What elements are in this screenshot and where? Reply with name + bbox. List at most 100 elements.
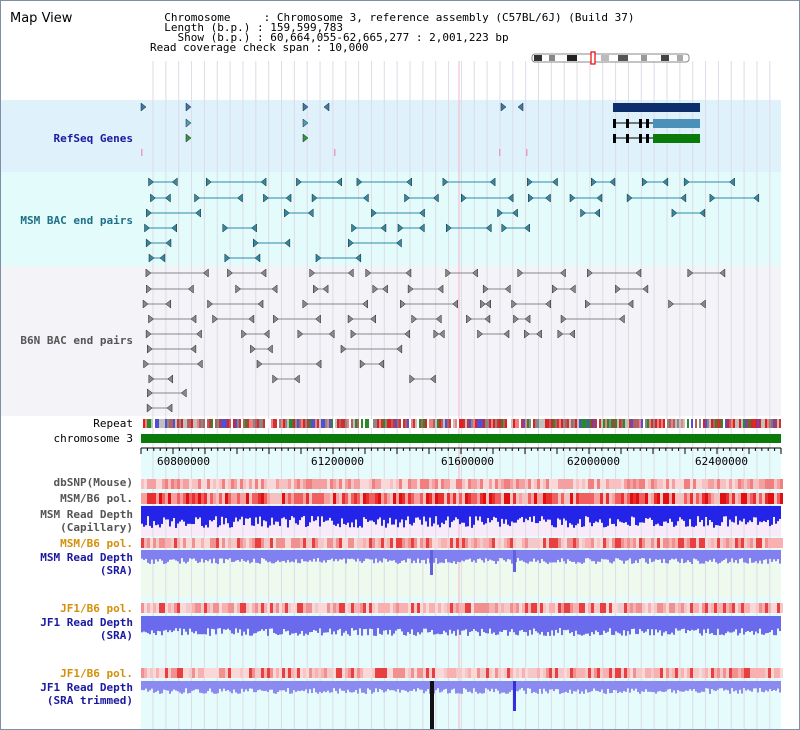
track-label-msm-depth-sra[interactable]: MSM Read Depth (40, 551, 133, 564)
msm-sra-depth-bar (433, 550, 435, 563)
msm-capillary-depth-bar (173, 506, 175, 519)
jf1-sra-depth-bar (309, 616, 311, 633)
track-label-jf1-depth-trimmed[interactable]: JF1 Read Depth (40, 681, 133, 694)
repeat-segment (441, 419, 443, 428)
msm-sra-depth-bar (569, 550, 571, 561)
jf1-sra-depth-bar (441, 616, 443, 635)
msm-sra-depth-bar (241, 550, 243, 559)
msm-bac-pair-end (145, 238, 152, 248)
msm-capillary-depth-bar (505, 506, 507, 520)
dbsnp-cell (396, 479, 399, 489)
gene-block (613, 103, 700, 112)
msm-pol-cell (471, 493, 474, 504)
msm-pol-cell (600, 493, 603, 504)
dbsnp-cell (726, 479, 729, 489)
jf1-sra-depth-bar (629, 616, 631, 635)
jf1-sra-depth-bar (295, 616, 297, 633)
track-label-msm-b6-pol[interactable]: MSM/B6 pol. (60, 492, 133, 505)
msm-capillary-depth-bar (761, 506, 763, 523)
repeat-segment (323, 419, 325, 428)
b6n-bac-pair-end (433, 329, 440, 339)
track-label-msm-b6-pol-2[interactable]: MSM/B6 pol. (60, 537, 133, 550)
dbsnp-cell (162, 479, 165, 489)
jf1-trimmed-depth-bar (189, 681, 191, 693)
dbsnp-cell (321, 479, 324, 489)
msm-bac-pair-end (591, 177, 597, 187)
repeat-segment (515, 419, 517, 428)
track-label-msm-bac[interactable]: MSM BAC end pairs (20, 214, 133, 227)
jf1-trimmed-depth-bar (613, 681, 615, 691)
jf1-trimmed-depth-bar (401, 681, 403, 690)
jf1-pol2-cell (570, 668, 573, 678)
msm-sra-depth-bar (503, 550, 505, 561)
msm-sra-depth-bar (205, 550, 207, 561)
msm-pol2-cell (759, 538, 762, 548)
track-label-jf1-pol-2[interactable]: JF1/B6 pol. (60, 667, 133, 680)
dbsnp-cell (462, 479, 465, 489)
msm-pol-cell (159, 493, 162, 504)
msm-sra-depth-bar (363, 550, 365, 562)
repeat-segment (445, 419, 447, 428)
jf1-trimmed-depth-bar (423, 681, 425, 694)
jf1-trimmed-depth-bar (297, 681, 299, 691)
repeat-segment (707, 419, 709, 428)
msm-pol-cell (669, 493, 672, 504)
msm-capillary-depth-bar (223, 506, 225, 525)
dbsnp-cell (768, 479, 771, 489)
repeat-segment (563, 419, 565, 428)
msm-capillary-depth-bar (381, 506, 383, 526)
repeat-segment (771, 419, 773, 428)
dbsnp-cell (213, 479, 216, 489)
repeat-segment (177, 419, 179, 428)
jf1-sra-depth-bar (739, 616, 741, 634)
track-label-dbsnp[interactable]: dbSNP(Mouse) (53, 476, 133, 489)
repeat-segment (511, 419, 513, 428)
track-label-repeat[interactable]: Repeat (93, 417, 133, 430)
repeat-segment (197, 419, 199, 428)
track-label-msm-depth-capillary[interactable]: MSM Read Depth (40, 508, 133, 521)
jf1-sra-depth-bar (205, 616, 207, 635)
track-label-chromosome[interactable]: chromosome 3 (53, 432, 133, 445)
track-label-jf1-depth-sra[interactable]: JF1 Read Depth (40, 616, 133, 629)
dbsnp-cell (507, 479, 510, 489)
jf1-trimmed-depth-bar (147, 681, 149, 692)
jf1-sra-depth-bar (777, 616, 779, 629)
jf1-trimmed-depth-bar (697, 681, 699, 693)
jf1-sra-depth-bar (573, 616, 575, 636)
msm-capillary-depth-bar (697, 506, 699, 517)
track-label-refseq[interactable]: RefSeq Genes (53, 132, 133, 145)
msm-pol2-cell (243, 538, 246, 548)
jf1-trimmed-depth-bar (495, 681, 497, 689)
msm-sra-depth-bar (557, 550, 559, 560)
dbsnp-cell (417, 479, 420, 489)
repeat-segment (747, 419, 749, 428)
track-label-b6n-bac[interactable]: B6N BAC end pairs (20, 334, 133, 347)
msm-sra-depth-bar (357, 550, 359, 559)
msm-capillary-depth-bar (627, 506, 629, 525)
msm-capillary-depth-bar (563, 506, 565, 519)
msm-sra-depth-bar (269, 550, 271, 562)
msm-pol2-cell (777, 538, 780, 548)
track-label-jf1-pol-1[interactable]: JF1/B6 pol. (60, 602, 133, 615)
repeat-segment (619, 419, 621, 428)
jf1-sra-depth-bar (219, 616, 221, 629)
jf1-pol-cell (165, 603, 168, 613)
msm-sra-depth-bar (585, 550, 587, 559)
msm-capillary-depth-bar (775, 506, 777, 524)
jf1-pol-cell (324, 603, 327, 613)
msm-sra-depth-bar (593, 550, 595, 562)
msm-capillary-depth-bar (575, 506, 577, 526)
msm-capillary-depth-bar (695, 506, 697, 526)
msm-capillary-depth-bar (727, 506, 729, 527)
msm-pol2-cell (414, 538, 417, 548)
jf1-sra-depth-bar (731, 616, 733, 633)
msm-pol2-cell (435, 538, 438, 548)
jf1-pol-cell (624, 603, 627, 613)
axis-tick-label: 60800000 (157, 455, 210, 468)
dbsnp-cell (339, 479, 342, 489)
jf1-trimmed-depth-bar (661, 681, 663, 692)
msm-pol-cell (378, 493, 381, 504)
jf1-sra-depth-bar (253, 616, 255, 634)
jf1-pol2-cell (684, 668, 687, 678)
